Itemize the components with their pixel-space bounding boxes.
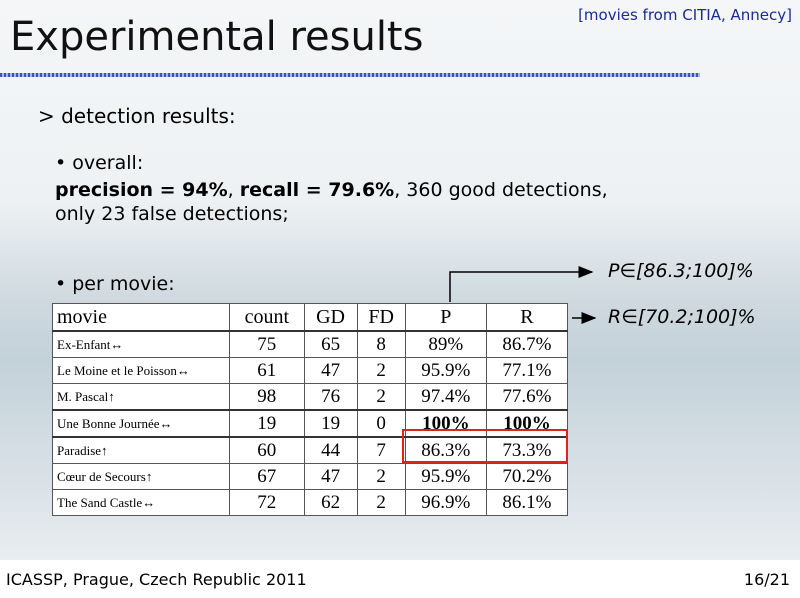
- table-cell: 47: [303, 357, 358, 384]
- table-cell: Le Moine et le Poisson↔: [52, 357, 230, 384]
- table-cell: 76: [303, 383, 358, 411]
- title-rule: [0, 73, 700, 77]
- table-cell: 77.6%: [485, 383, 569, 411]
- column-header: movie: [52, 303, 230, 332]
- annotation: P∈[86.3;100]%: [608, 260, 754, 282]
- source-note: [movies from CITIA, Annecy]: [578, 6, 792, 24]
- table-cell: 96.9%: [404, 489, 487, 516]
- bullet: • per movie:: [55, 273, 175, 295]
- table-row: The Sand Castle↔ 72 62 2 96.9% 86.1%: [52, 489, 569, 516]
- slide-title: Experimental results: [10, 14, 424, 60]
- table-cell: 75: [229, 330, 305, 358]
- recall: recall = 79.6%: [239, 179, 395, 201]
- table-row: Une Bonne Journée↔ 19 19 0 100% 100%: [52, 409, 569, 438]
- table-row: Le Moine et le Poisson↔ 61 47 2 95.9% 77.1%: [52, 357, 569, 384]
- table-cell: 19: [303, 409, 358, 438]
- footer-venue: ICASSP, Prague, Czech Republic 2011: [6, 570, 307, 589]
- table-cell: 72: [229, 489, 305, 516]
- column-header: FD: [356, 303, 406, 332]
- table-row: Cœur de Secours↑ 67 47 2 95.9% 70.2%: [52, 463, 569, 490]
- table-cell: 86.3%: [404, 436, 487, 464]
- column-header: P: [404, 303, 487, 332]
- overall-text: precision = 94%, recall = 79.6%, 360 goo…: [55, 178, 608, 226]
- table-cell: 95.9%: [404, 357, 487, 384]
- table-cell: 8: [356, 330, 406, 358]
- table-cell: 2: [356, 383, 406, 411]
- table-cell: 98: [229, 383, 305, 411]
- table-cell: Une Bonne Journée↔: [52, 409, 230, 438]
- table-cell: 47: [303, 463, 358, 490]
- heading: > detection results:: [38, 104, 236, 128]
- table-cell: 86.1%: [485, 489, 569, 516]
- results-table: movie count GD FD P R Ex-Enfant↔ 75 65 8 89% 86.7% L…: [52, 303, 569, 516]
- table-cell: 2: [356, 489, 406, 516]
- column-header: GD: [303, 303, 358, 332]
- table-cell: 67: [229, 463, 305, 490]
- table-cell: 73.3%: [485, 436, 569, 464]
- highlight-box: [402, 429, 568, 463]
- column-header: R: [485, 303, 569, 332]
- table-cell: The Sand Castle↔: [52, 489, 230, 516]
- page-number: 16/21: [743, 570, 790, 589]
- table-cell: 77.1%: [485, 357, 569, 384]
- table-row: M. Pascal↑ 98 76 2 97.4% 77.6%: [52, 383, 569, 411]
- table-cell: 97.4%: [404, 383, 487, 411]
- precision: precision = 94%: [55, 179, 228, 201]
- table-cell: 2: [356, 357, 406, 384]
- table-cell: 61: [229, 357, 305, 384]
- table-cell: 0: [356, 409, 406, 438]
- table-cell: 2: [356, 463, 406, 490]
- column-header: count: [229, 303, 305, 332]
- table-cell: M. Pascal↑: [52, 383, 230, 411]
- text: , 360 good detections,: [394, 179, 608, 201]
- bullet: • overall:: [55, 152, 144, 174]
- table-cell: Cœur de Secours↑: [52, 463, 230, 490]
- table-cell: 100%: [485, 409, 569, 438]
- text: ,: [227, 179, 240, 201]
- annotation: R∈[70.2;100]%: [608, 306, 756, 328]
- footer: [0, 560, 800, 598]
- text: only 23 false detections;: [55, 203, 289, 225]
- header-row: movie count GD FD P R: [52, 303, 569, 332]
- table-cell: 19: [229, 409, 305, 438]
- arrow: [449, 266, 594, 302]
- table-cell: 44: [303, 436, 358, 464]
